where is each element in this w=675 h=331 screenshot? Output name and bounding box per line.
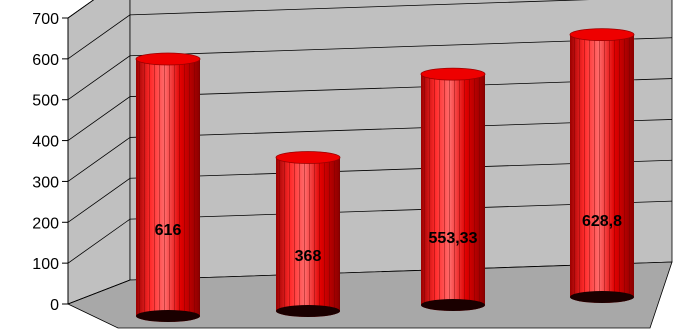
gridline-side xyxy=(67,96,131,141)
y-tick-label: 600 xyxy=(32,52,59,69)
bar-base xyxy=(570,291,634,303)
data-label: 368 xyxy=(295,248,322,265)
bar-base xyxy=(421,299,485,311)
y-tick-label: 700 xyxy=(32,11,59,28)
y-tick-label: 0 xyxy=(50,297,59,314)
y-tick-label: 100 xyxy=(32,256,59,273)
bar xyxy=(135,52,201,322)
bar-base xyxy=(136,310,200,322)
data-label: 616 xyxy=(155,222,182,239)
data-label: 553,33 xyxy=(429,230,478,247)
gridline-side xyxy=(67,279,131,305)
bar-top xyxy=(275,151,341,164)
y-tick-label: 500 xyxy=(32,93,59,110)
gridline-back xyxy=(129,0,590,16)
bar xyxy=(569,28,635,304)
bar-texture xyxy=(276,157,340,317)
bar-texture xyxy=(570,34,634,304)
bar-top xyxy=(569,28,635,42)
gridline-side xyxy=(67,55,131,101)
gridline-side xyxy=(67,137,131,182)
bar xyxy=(275,151,341,317)
bar-texture xyxy=(421,74,485,311)
gridline-side xyxy=(67,218,131,264)
data-label: 628,8 xyxy=(582,213,622,230)
bar xyxy=(420,67,486,311)
bar-texture xyxy=(136,59,200,322)
y-axis: 0 100 200 300 400 500 600 700 xyxy=(32,11,69,314)
bar-top xyxy=(135,52,201,66)
plot-area: 0 100 200 300 400 500 600 700 616 368 553,33 628,8 xyxy=(32,0,673,329)
bars: 616 368 553,33 628,8 xyxy=(135,28,635,322)
gridline-side xyxy=(67,14,131,60)
gridline-side xyxy=(67,177,131,223)
gridline-side xyxy=(67,0,95,19)
bar-base xyxy=(276,305,340,317)
y-tick-label: 400 xyxy=(32,134,59,151)
bar-top xyxy=(420,67,486,81)
y-tick-label: 300 xyxy=(32,174,59,191)
side-wall xyxy=(67,0,131,305)
y-tick-label: 200 xyxy=(32,215,59,232)
